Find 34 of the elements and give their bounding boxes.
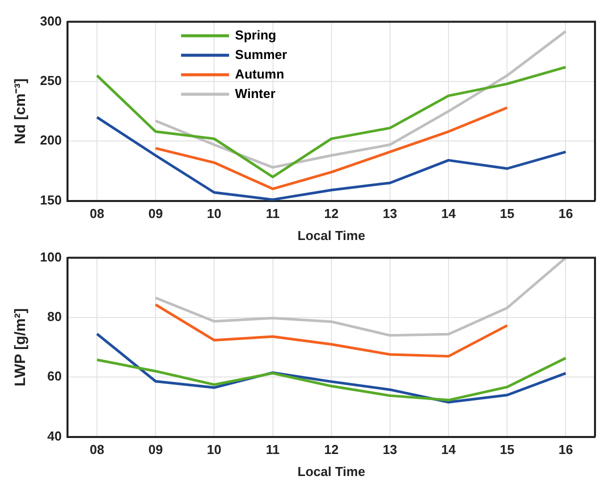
x-axis-title: Local Time — [298, 228, 366, 243]
x-tick-label: 10 — [206, 206, 222, 222]
x-tick-label: 16 — [558, 206, 573, 222]
x-tick-label: 11 — [266, 442, 280, 458]
x-tick-label: 08 — [90, 442, 104, 458]
x-tick-label: 16 — [558, 442, 573, 458]
y-tick-label: 150 — [40, 192, 62, 208]
y-tick-label: 40 — [47, 428, 62, 444]
x-tick-label: 15 — [500, 206, 514, 222]
legend-label: Summer — [235, 46, 288, 62]
y-tick-label: 80 — [47, 309, 62, 324]
x-tick-label: 12 — [324, 206, 339, 222]
x-tick-label: 14 — [441, 206, 457, 222]
y-tick-label: 200 — [40, 132, 62, 148]
legend-label: Spring — [235, 27, 276, 42]
x-tick-label: 14 — [441, 442, 457, 458]
y-axis-title: LWP [g/m²] — [12, 308, 30, 386]
y-tick-label: 100 — [40, 249, 62, 264]
x-tick-label: 08 — [90, 206, 104, 222]
x-tick-label: 15 — [500, 442, 514, 458]
x-tick-label: 13 — [382, 206, 398, 222]
x-axis-title: Local Time — [298, 464, 366, 479]
y-tick-label: 60 — [47, 368, 62, 384]
y-axis-title: Nd [cm⁻³] — [12, 78, 30, 144]
x-tick-label: 09 — [148, 442, 163, 458]
legend-label: Winter — [235, 86, 276, 101]
x-tick-label: 09 — [148, 206, 163, 222]
x-tick-label: 10 — [206, 442, 222, 458]
legend-label: Autumn — [235, 66, 284, 82]
y-tick-label: 300 — [40, 13, 62, 28]
x-tick-label: 12 — [324, 442, 339, 458]
x-tick-label: 13 — [382, 442, 398, 458]
x-tick-label: 11 — [266, 206, 280, 222]
y-tick-label: 250 — [40, 73, 62, 88]
